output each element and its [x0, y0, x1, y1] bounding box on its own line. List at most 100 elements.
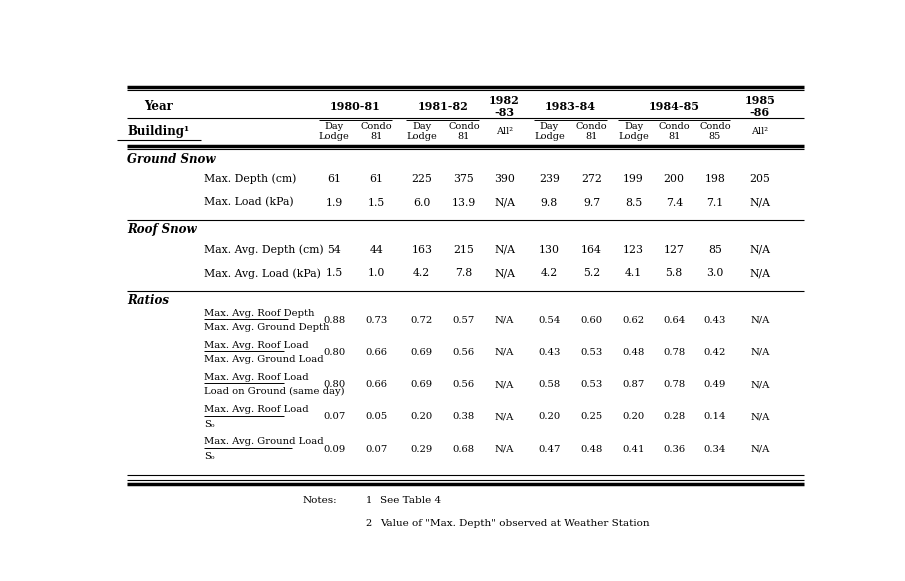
Text: 0.56: 0.56: [452, 348, 475, 357]
Text: 0.09: 0.09: [323, 444, 345, 454]
Text: 390: 390: [494, 174, 515, 184]
Text: 123: 123: [623, 245, 644, 254]
Text: See Table 4: See Table 4: [380, 496, 441, 505]
Text: Condo
81: Condo 81: [576, 122, 607, 141]
Text: Max. Avg. Load (kPa): Max. Avg. Load (kPa): [205, 268, 321, 278]
Text: N/A: N/A: [750, 444, 769, 454]
Text: 0.60: 0.60: [580, 315, 603, 325]
Text: 6.0: 6.0: [413, 198, 431, 207]
Text: 0.14: 0.14: [704, 413, 726, 421]
Text: Max. Avg. Ground Load: Max. Avg. Ground Load: [205, 355, 324, 364]
Text: 3.0: 3.0: [706, 268, 724, 278]
Text: 0.48: 0.48: [580, 444, 603, 454]
Text: 44: 44: [369, 245, 383, 254]
Text: 205: 205: [749, 174, 770, 184]
Text: 0.78: 0.78: [663, 348, 685, 357]
Text: 9.7: 9.7: [583, 198, 600, 207]
Text: Day
Lodge: Day Lodge: [406, 122, 437, 141]
Text: 0.53: 0.53: [580, 380, 603, 389]
Text: 0.25: 0.25: [580, 413, 603, 421]
Text: 0.80: 0.80: [323, 380, 345, 389]
Text: Max. Load (kPa): Max. Load (kPa): [205, 198, 294, 208]
Text: 0.34: 0.34: [704, 444, 726, 454]
Text: Sₒ: Sₒ: [205, 452, 214, 461]
Text: 225: 225: [411, 174, 433, 184]
Text: All²: All²: [751, 127, 768, 136]
Text: 9.8: 9.8: [541, 198, 558, 207]
Text: 4.2: 4.2: [413, 268, 431, 278]
Text: 0.49: 0.49: [704, 380, 726, 389]
Text: Load on Ground (same day): Load on Ground (same day): [205, 388, 345, 396]
Text: 130: 130: [538, 245, 560, 254]
Text: Condo
81: Condo 81: [659, 122, 690, 141]
Text: 61: 61: [369, 174, 383, 184]
Text: 0.05: 0.05: [365, 413, 387, 421]
Text: N/A: N/A: [495, 444, 514, 454]
Text: Max. Avg. Ground Load: Max. Avg. Ground Load: [205, 437, 324, 446]
Text: N/A: N/A: [494, 245, 515, 254]
Text: 198: 198: [704, 174, 725, 184]
Text: 8.5: 8.5: [625, 198, 643, 207]
Text: N/A: N/A: [749, 268, 770, 278]
Text: 0.68: 0.68: [452, 444, 475, 454]
Text: N/A: N/A: [494, 198, 515, 207]
Text: 0.54: 0.54: [538, 315, 560, 325]
Text: Roof Snow: Roof Snow: [127, 223, 196, 236]
Text: 0.20: 0.20: [623, 413, 644, 421]
Text: Condo
85: Condo 85: [699, 122, 730, 141]
Text: 199: 199: [624, 174, 644, 184]
Text: Max. Depth (cm): Max. Depth (cm): [205, 174, 297, 184]
Text: N/A: N/A: [749, 245, 770, 254]
Text: 0.20: 0.20: [411, 413, 433, 421]
Text: 2: 2: [366, 519, 372, 528]
Text: Max. Avg. Depth (cm): Max. Avg. Depth (cm): [205, 244, 324, 255]
Text: Ground Snow: Ground Snow: [127, 153, 215, 166]
Text: 0.20: 0.20: [538, 413, 560, 421]
Text: 0.53: 0.53: [580, 348, 603, 357]
Text: Ratios: Ratios: [127, 294, 169, 307]
Text: 0.88: 0.88: [323, 315, 345, 325]
Text: 164: 164: [581, 245, 602, 254]
Text: Value of "Max. Depth" observed at Weather Station: Value of "Max. Depth" observed at Weathe…: [380, 519, 649, 528]
Text: 0.28: 0.28: [663, 413, 685, 421]
Text: N/A: N/A: [750, 413, 769, 421]
Text: 0.07: 0.07: [365, 444, 387, 454]
Text: N/A: N/A: [495, 348, 514, 357]
Text: N/A: N/A: [495, 380, 514, 389]
Text: 0.58: 0.58: [538, 380, 560, 389]
Text: 4.1: 4.1: [625, 268, 643, 278]
Text: 0.43: 0.43: [538, 348, 560, 357]
Text: 0.43: 0.43: [704, 315, 726, 325]
Text: 0.78: 0.78: [663, 380, 685, 389]
Text: 1982
-83: 1982 -83: [489, 95, 519, 119]
Text: 0.48: 0.48: [623, 348, 644, 357]
Text: 0.73: 0.73: [365, 315, 387, 325]
Text: 0.42: 0.42: [704, 348, 726, 357]
Text: 1: 1: [366, 496, 372, 505]
Text: Building¹: Building¹: [128, 125, 190, 138]
Text: N/A: N/A: [750, 348, 769, 357]
Text: 0.38: 0.38: [452, 413, 475, 421]
Text: 0.41: 0.41: [623, 444, 644, 454]
Text: 4.2: 4.2: [541, 268, 558, 278]
Text: 0.62: 0.62: [623, 315, 644, 325]
Text: 215: 215: [453, 245, 474, 254]
Text: Day
Lodge: Day Lodge: [618, 122, 649, 141]
Text: 1.5: 1.5: [326, 268, 343, 278]
Text: 0.64: 0.64: [663, 315, 685, 325]
Text: N/A: N/A: [749, 198, 770, 207]
Text: 54: 54: [328, 245, 341, 254]
Text: 1985
-86: 1985 -86: [744, 95, 776, 119]
Text: Max. Avg. Roof Depth: Max. Avg. Roof Depth: [205, 309, 315, 318]
Text: 1983-84: 1983-84: [545, 101, 595, 112]
Text: 272: 272: [581, 174, 602, 184]
Text: 0.66: 0.66: [365, 348, 387, 357]
Text: 163: 163: [411, 245, 433, 254]
Text: Max. Avg. Ground Depth: Max. Avg. Ground Depth: [205, 323, 329, 332]
Text: 0.36: 0.36: [663, 444, 685, 454]
Text: 5.8: 5.8: [665, 268, 683, 278]
Text: Max. Avg. Roof Load: Max. Avg. Roof Load: [205, 341, 309, 350]
Text: 1984-85: 1984-85: [649, 101, 700, 112]
Text: 200: 200: [663, 174, 685, 184]
Text: 0.57: 0.57: [452, 315, 475, 325]
